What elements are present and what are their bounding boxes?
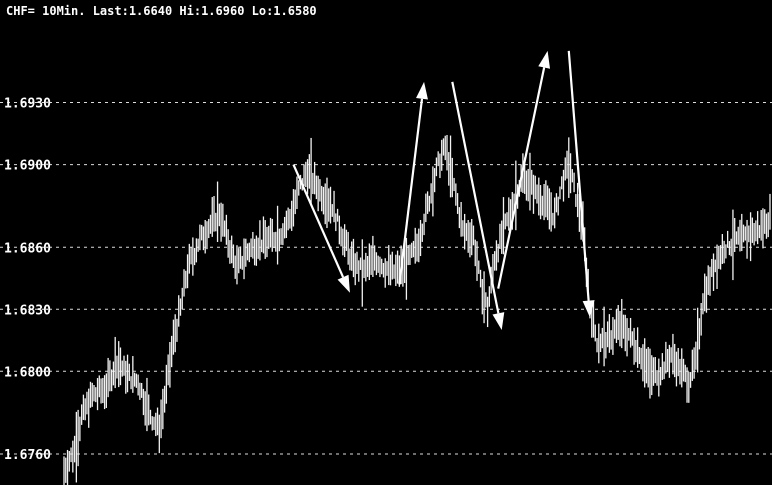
y-tick-label: 1.6930 bbox=[4, 97, 51, 112]
price-bars bbox=[63, 134, 771, 485]
trend-arrow-shaft bbox=[497, 67, 546, 289]
trend-arrow-head bbox=[492, 312, 505, 330]
trend-arrow-shaft bbox=[398, 98, 424, 285]
grid-layer bbox=[0, 102, 772, 455]
y-tick-label: 1.6800 bbox=[4, 365, 51, 380]
chart-title: CHF= 10Min. Last:1.6640 Hi:1.6960 Lo:1.6… bbox=[6, 4, 317, 18]
y-tick-label: 1.6760 bbox=[4, 448, 51, 463]
trend-arrows bbox=[292, 50, 595, 330]
trend-arrow-head bbox=[538, 50, 551, 69]
y-axis-ticks: 1.6930 1.6900 1.6860 1.6830 1.6800 1.6760 bbox=[4, 97, 51, 463]
y-tick-label: 1.6860 bbox=[4, 241, 51, 256]
trend-arrow-shaft bbox=[567, 50, 590, 301]
trend-arrow-head bbox=[416, 81, 428, 100]
trend-arrow-head bbox=[337, 274, 350, 293]
trend-arrow-head bbox=[582, 300, 595, 318]
trend-arrow-shaft bbox=[451, 81, 500, 314]
y-tick-label: 1.6900 bbox=[4, 159, 51, 174]
trend-arrow-shaft bbox=[292, 164, 345, 278]
y-tick-label: 1.6830 bbox=[4, 303, 51, 318]
